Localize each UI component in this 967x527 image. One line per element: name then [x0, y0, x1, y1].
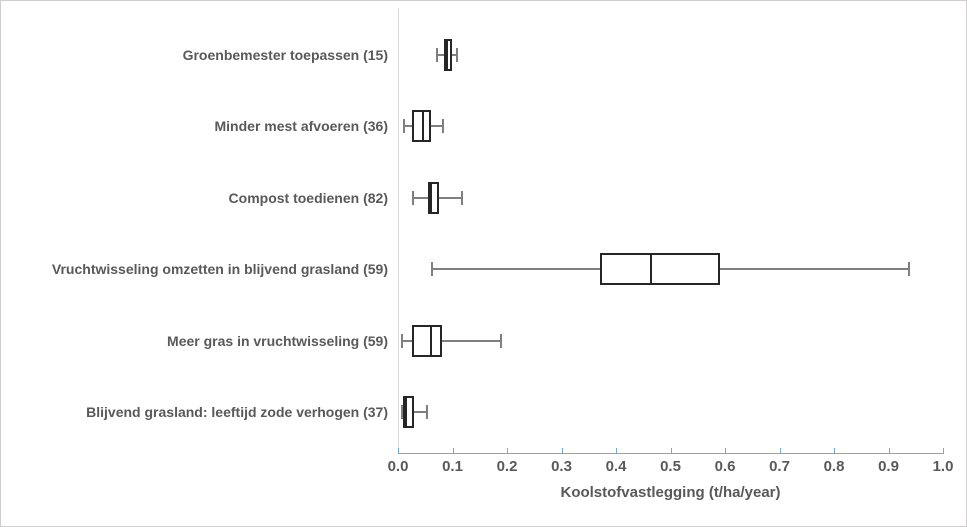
x-tick-label: 1.0 — [932, 458, 954, 475]
x-axis-tick — [779, 448, 781, 453]
x-axis-tick — [725, 448, 726, 453]
category-label: Vruchtwisseling omzetten in blijvend gra… — [51, 261, 388, 278]
median-line — [429, 183, 432, 212]
whisker-cap-max — [455, 48, 458, 62]
x-axis-tick — [398, 448, 399, 453]
x-tick-label: 0.5 — [660, 458, 681, 475]
x-tick-label: 0.9 — [878, 458, 899, 475]
x-axis-tick — [888, 448, 890, 453]
x-tick-label: 0.6 — [714, 458, 736, 475]
x-axis-tick — [561, 448, 563, 453]
whisker-cap-min — [436, 48, 439, 62]
x-tick-label: 0.7 — [769, 458, 790, 475]
x-tick-label: 0.4 — [605, 458, 627, 475]
median-line — [405, 398, 408, 426]
x-tick-label: 0.3 — [551, 458, 572, 475]
x-axis-title: Koolstofvastlegging (t/ha/year) — [560, 484, 781, 501]
whisker-cap-min — [411, 190, 414, 205]
whisker-cap-min — [403, 119, 406, 134]
box-iqr — [427, 181, 439, 214]
box-iqr — [444, 39, 453, 71]
whisker-cap-min — [430, 262, 433, 277]
whisker-cap-max — [425, 405, 428, 419]
category-label: Meer gras in vruchtwisseling (59) — [167, 332, 388, 349]
whisker-line — [400, 339, 502, 342]
box-iqr — [411, 110, 431, 143]
category-label: Blijvend grasland: leeftijd zode verhoge… — [86, 404, 388, 420]
x-axis-line — [398, 453, 944, 454]
whisker-cap-min — [400, 333, 403, 348]
whisker-cap-max — [461, 190, 464, 205]
x-tick-label: 0.2 — [496, 458, 518, 475]
whisker-line — [400, 411, 428, 413]
x-tick-label: 0.8 — [823, 458, 845, 475]
x-axis-tick — [834, 448, 835, 453]
x-axis-tick — [452, 448, 454, 453]
x-axis-tick — [616, 448, 617, 453]
category-label: Compost toedienen (82) — [228, 189, 388, 206]
whisker-cap-max — [499, 333, 502, 348]
box-iqr — [403, 396, 415, 428]
box-iqr — [411, 324, 442, 357]
whisker-cap-min — [400, 405, 403, 419]
x-axis-tick — [670, 448, 672, 453]
whisker-cap-max — [908, 262, 911, 277]
x-tick-label: 0.1 — [442, 458, 463, 475]
plot-area-left-border — [398, 8, 399, 453]
median-line — [446, 41, 449, 69]
x-axis-tick — [943, 448, 944, 453]
whisker-cap-max — [442, 119, 445, 134]
median-line — [429, 326, 432, 355]
median-line — [421, 112, 424, 141]
box-iqr — [599, 253, 720, 286]
x-axis-tick — [507, 448, 508, 453]
x-tick-label: 0.0 — [387, 458, 409, 475]
median-line — [650, 255, 653, 284]
category-label: Minder mest afvoeren (36) — [214, 118, 389, 135]
category-label: Groenbemester toepassen (15) — [182, 47, 388, 63]
